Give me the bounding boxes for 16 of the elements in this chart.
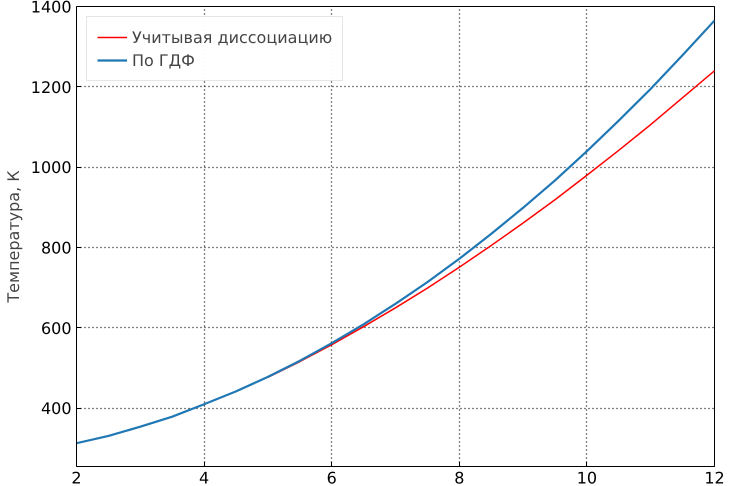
x-tick-label: 8 — [454, 468, 464, 486]
y-axis-title: Температура, К — [4, 170, 23, 304]
legend-label: Учитывая диссоциацию — [132, 28, 332, 46]
y-tick-label: 1000 — [30, 158, 72, 178]
y-tick-label: 1200 — [30, 78, 72, 97]
x-tick-label: 10 — [576, 468, 598, 486]
legend-label: По ГДФ — [132, 50, 195, 70]
x-tick-label: 6 — [326, 468, 337, 486]
y-tick-label: 1400 — [30, 0, 72, 16]
line-series — [76, 19, 714, 444]
x-tick-label: 2 — [71, 468, 82, 486]
y-tick-label: 800 — [40, 238, 72, 258]
x-tick-label: 12 — [704, 468, 725, 486]
x-tick-label: 4 — [199, 468, 210, 486]
y-tick-label: 400 — [40, 399, 72, 418]
y-tick-label: 600 — [40, 318, 72, 338]
